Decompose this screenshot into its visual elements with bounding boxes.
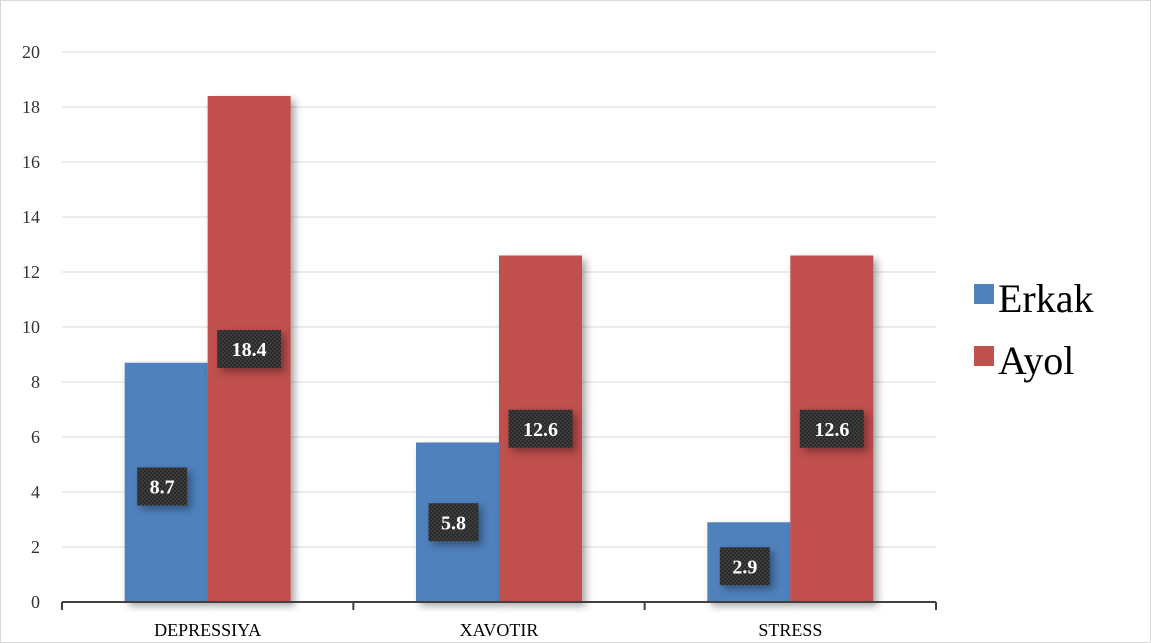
y-tick-label: 6 (31, 427, 40, 447)
data-label: 12.6 (814, 419, 849, 441)
y-tick-label: 20 (22, 42, 40, 62)
y-tick-label: 2 (31, 537, 40, 557)
data-label: 8.7 (150, 477, 175, 499)
data-label-box (508, 409, 573, 448)
legend-swatch-erkak (974, 284, 994, 304)
y-tick-label: 12 (22, 262, 40, 282)
y-tick-label: 10 (22, 317, 40, 337)
legend: Erkak Ayol (974, 276, 1094, 383)
x-axis (61, 601, 937, 610)
legend-swatch-ayol (974, 346, 994, 366)
y-tick-label: 14 (22, 207, 40, 227)
y-tick-label: 8 (31, 372, 40, 392)
y-tick-label: 18 (22, 97, 40, 117)
y-axis-ticks: 0 2 4 6 8 10 12 14 16 18 20 (22, 42, 40, 612)
data-label-box (719, 547, 770, 586)
data-label-box (137, 467, 188, 506)
legend-label-erkak: Erkak (998, 276, 1094, 321)
data-label: 2.9 (732, 556, 757, 578)
data-label-box (217, 330, 282, 368)
y-tick-label: 0 (31, 592, 40, 612)
data-label: 12.6 (523, 419, 558, 441)
data-label-box (428, 503, 479, 542)
data-labels: 8.7 18.4 5.8 12.6 2.9 12.6 (137, 330, 864, 586)
x-axis-categories: DEPRESSIYA XAVOTIR STRESS (154, 620, 822, 640)
x-category-label: XAVOTIR (460, 620, 539, 640)
x-category-label: STRESS (758, 620, 822, 640)
y-tick-label: 16 (22, 152, 40, 172)
data-label: 18.4 (232, 339, 267, 361)
data-label-box (799, 409, 864, 448)
legend-label-ayol: Ayol (998, 338, 1074, 383)
data-label: 5.8 (441, 512, 466, 534)
y-tick-label: 4 (31, 482, 40, 502)
x-category-label: DEPRESSIYA (154, 620, 261, 640)
